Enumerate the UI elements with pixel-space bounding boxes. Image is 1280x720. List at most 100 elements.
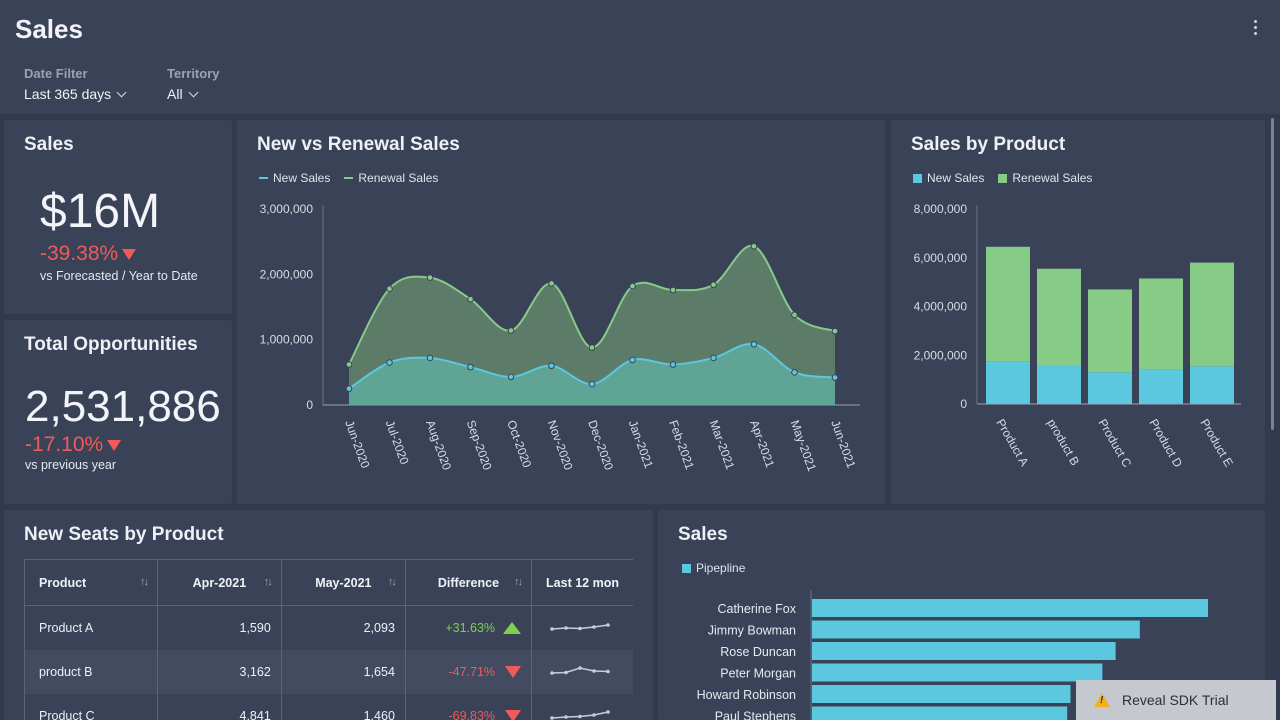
data-point bbox=[791, 369, 798, 376]
date-filter[interactable]: Date Filter Last 365 days bbox=[24, 66, 127, 102]
more-options-icon[interactable] bbox=[1252, 20, 1258, 38]
seats-table: Product ↑↓ Apr-2021 ↑↓ May-2021 ↑↓ Differen… bbox=[23, 559, 634, 720]
bar-segment-renewal bbox=[1190, 262, 1234, 367]
opportunities-kpi-card[interactable]: Total Opportunities 2,531,886 -17.10% vs… bbox=[4, 320, 232, 504]
data-point bbox=[750, 340, 758, 348]
chart-legend: New Sales Renewal Sales bbox=[913, 171, 1092, 185]
category-label: Jimmy Bowman bbox=[708, 624, 796, 638]
table-row[interactable]: Product C 4,841 1,460 -69.83% bbox=[23, 693, 634, 720]
y-tick-label: 3,000,000 bbox=[260, 202, 314, 216]
column-header-last-12[interactable]: Last 12 mon bbox=[531, 559, 633, 606]
category-label: Peter Morgan bbox=[720, 667, 796, 681]
data-point bbox=[507, 373, 515, 381]
category-label: Rose Duncan bbox=[720, 645, 796, 659]
area-chart: 3,000,000 2,000,000 1,000,000 0 Jun-2020 Jul-… bbox=[260, 202, 860, 473]
category-label: Catherine Fox bbox=[717, 602, 796, 616]
card-title: Sales by Product bbox=[911, 134, 1066, 155]
category-label: Paul Stephens bbox=[715, 710, 796, 720]
data-point bbox=[386, 359, 393, 366]
sparkline-point bbox=[578, 626, 582, 631]
kpi-delta: -17.10% bbox=[25, 433, 122, 457]
bar-segment-new bbox=[1139, 369, 1183, 404]
sparkline-point bbox=[564, 715, 568, 719]
bar-segment-renewal bbox=[1139, 278, 1183, 370]
sort-icon[interactable]: ↑↓ bbox=[514, 576, 523, 588]
x-tick-label: Jun-2020 bbox=[342, 418, 372, 470]
data-point bbox=[386, 285, 393, 293]
sort-icon[interactable]: ↑↓ bbox=[140, 576, 149, 588]
sparkline-point bbox=[606, 623, 610, 628]
sparkline-point bbox=[550, 671, 554, 675]
data-point bbox=[548, 362, 555, 370]
data-point bbox=[467, 295, 474, 303]
chevron-down-icon bbox=[116, 87, 127, 97]
legend-item-renewal-sales[interactable]: Renewal Sales bbox=[998, 171, 1092, 185]
chart-legend: New Sales Renewal Sales bbox=[259, 171, 438, 185]
column-header-product[interactable]: Product ↑↓ bbox=[23, 559, 159, 606]
date-filter-dropdown[interactable]: Last 365 days bbox=[24, 86, 127, 102]
legend-item-pipeline[interactable]: Pipepline bbox=[682, 561, 745, 575]
column-header-difference[interactable]: Difference ↑↓ bbox=[405, 559, 533, 606]
x-tick-label: Product D bbox=[1146, 417, 1185, 470]
sparkline-point bbox=[564, 626, 568, 631]
sort-icon[interactable]: ↑↓ bbox=[387, 576, 397, 588]
territory-filter-value: All bbox=[167, 86, 183, 102]
table-header-row: Product ↑↓ Apr-2021 ↑↓ May-2021 ↑↓ Differen… bbox=[23, 559, 633, 606]
pipeline-card[interactable]: Sales Pipepline Catherine Fox Jimmy Bowma… bbox=[658, 510, 1265, 720]
table-row[interactable]: product B 3,162 1,654 -47.71% bbox=[23, 649, 633, 694]
card-title: Total Opportunities bbox=[24, 334, 198, 355]
sales-kpi-card[interactable]: Sales $16M -39.38% vs Forecasted / Year … bbox=[4, 120, 232, 314]
territory-filter[interactable]: Territory All bbox=[167, 66, 220, 102]
column-header-may[interactable]: May-2021 ↑↓ bbox=[281, 559, 406, 606]
x-tick-label: Product E bbox=[1197, 417, 1235, 470]
bar-segment-renewal bbox=[1037, 268, 1081, 365]
down-arrow-icon bbox=[505, 710, 522, 720]
vertical-scrollbar[interactable] bbox=[1271, 118, 1274, 430]
sparkline-point bbox=[564, 670, 568, 675]
sort-icon[interactable]: ↑↓ bbox=[263, 576, 273, 588]
x-tick-label: Jul-2020 bbox=[383, 418, 412, 466]
kpi-caption: vs previous year bbox=[25, 458, 117, 472]
x-tick-label: Nov-2020 bbox=[545, 418, 576, 472]
y-tick-label: 6,000,000 bbox=[914, 251, 968, 265]
bar-segment-new bbox=[986, 361, 1030, 404]
territory-filter-dropdown[interactable]: All bbox=[167, 86, 220, 102]
bar bbox=[812, 663, 1103, 682]
y-tick-label: 2,000,000 bbox=[260, 267, 314, 281]
column-header-apr[interactable]: Apr-2021 ↑↓ bbox=[157, 559, 282, 606]
y-tick-label: 0 bbox=[306, 398, 313, 412]
new-seats-card[interactable]: New Seats by Product Product ↑↓ Apr-2021 ↑… bbox=[4, 510, 653, 720]
x-tick-label: Mar-2021 bbox=[707, 418, 738, 471]
legend-item-renewal-sales[interactable]: Renewal Sales bbox=[344, 171, 438, 185]
category-label: Howard Robinson bbox=[697, 688, 796, 702]
card-title: New vs Renewal Sales bbox=[257, 134, 460, 155]
y-tick-label: 1,000,000 bbox=[260, 333, 314, 347]
x-tick-label: Product C bbox=[1095, 417, 1134, 470]
trial-toast[interactable]: Reveal SDK Trial bbox=[1076, 680, 1276, 720]
date-filter-label: Date Filter bbox=[24, 66, 88, 81]
x-tick-label: May-2021 bbox=[788, 418, 820, 473]
sparkline-point bbox=[550, 627, 554, 632]
toast-text: Reveal SDK Trial bbox=[1122, 692, 1229, 708]
cell-difference: +31.63% bbox=[405, 605, 533, 650]
cell-sparkline bbox=[532, 694, 633, 720]
sales-by-product-card[interactable]: Sales by Product New Sales Renewal Sales… bbox=[891, 120, 1265, 504]
legend-item-new-sales[interactable]: New Sales bbox=[913, 171, 984, 185]
table-row[interactable]: Product A 1,590 2,093 +31.63% bbox=[23, 605, 634, 650]
data-point bbox=[710, 354, 717, 362]
territory-filter-label: Territory bbox=[167, 66, 220, 81]
data-point bbox=[426, 354, 434, 362]
card-title: Sales bbox=[678, 524, 728, 545]
card-title: New Seats by Product bbox=[24, 524, 224, 545]
chart-legend: Pipepline bbox=[682, 561, 745, 575]
data-point bbox=[710, 281, 717, 289]
cell-difference: -47.71% bbox=[405, 649, 533, 694]
new-vs-renewal-card[interactable]: New vs Renewal Sales New Sales Renewal S… bbox=[237, 120, 885, 504]
legend-item-new-sales[interactable]: New Sales bbox=[259, 171, 330, 185]
cell-apr: 1,590 bbox=[157, 605, 282, 650]
sparkline bbox=[550, 666, 610, 675]
x-tick-label: Jan-2021 bbox=[626, 418, 656, 470]
x-tick-label: Jun-2021 bbox=[828, 418, 858, 470]
bar bbox=[812, 706, 1068, 720]
x-tick-label: product B bbox=[1044, 417, 1082, 468]
